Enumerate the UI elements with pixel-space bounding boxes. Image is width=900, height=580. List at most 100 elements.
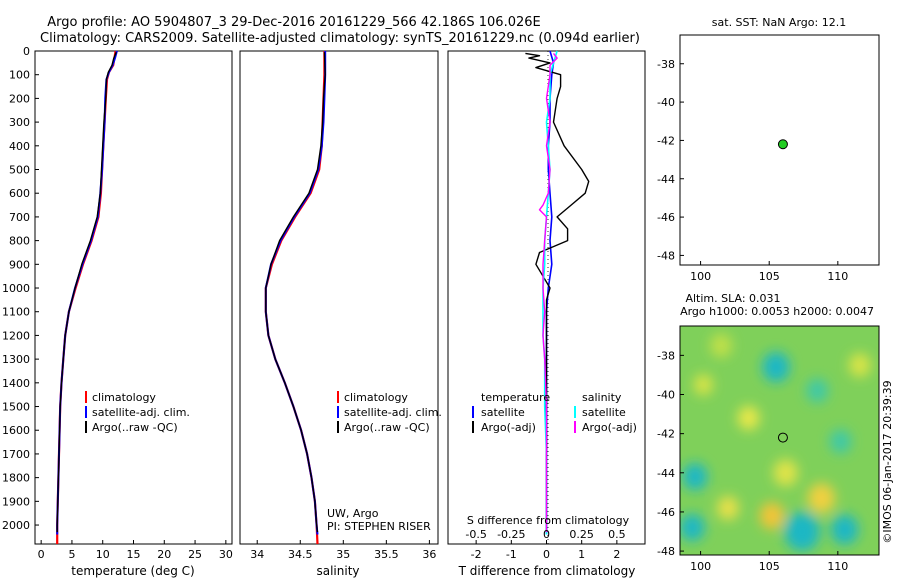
sla-anomaly-blob — [829, 429, 852, 454]
map-x-tick-label: 100 — [690, 560, 711, 573]
map-x-tick-label: 105 — [759, 270, 780, 283]
map-y-tick-label: -48 — [657, 249, 675, 262]
depth-tick-label: 1000 — [2, 282, 30, 295]
legend-title-temperature: temperature — [481, 391, 550, 404]
x-tick-label: 34.5 — [288, 548, 313, 561]
legend-label-t-argo: Argo(-adj) — [481, 421, 536, 434]
legend-label-s-argo: Argo(-adj) — [582, 421, 637, 434]
sla-anomaly-blob — [759, 502, 785, 530]
difference-panel: -2 -1 0 1 2 T difference from climatology S … — [447, 50, 646, 578]
s-tick-label: 0.25 — [569, 528, 594, 541]
map-x-tick-label: 100 — [690, 270, 711, 283]
x-tick-label: 2 — [613, 548, 620, 561]
sla-anomaly-blob — [773, 459, 799, 487]
map-y-tick-label: -48 — [657, 545, 675, 558]
map-y-tick-label: -46 — [657, 211, 675, 224]
sla-anomaly-blob — [737, 405, 760, 431]
map-y-tick-label: -42 — [657, 428, 675, 441]
s-tick-label: 0 — [543, 528, 550, 541]
pi-annotation-line1: UW, Argo — [327, 507, 379, 520]
sla-anomaly-blob — [762, 352, 790, 383]
x-tick-label: 35 — [336, 548, 350, 561]
depth-tick-label: 1400 — [2, 377, 30, 390]
figure-title-line2: Climatology: CARS2009. Satellite-adjuste… — [40, 31, 640, 46]
map-x-tick-label: 110 — [827, 560, 848, 573]
figure-title-line1: Argo profile: AO 5904807_3 29-Dec-2016 2… — [47, 15, 541, 30]
legend-label-climatology: climatology — [92, 391, 156, 404]
x-tick-label: 34 — [250, 548, 264, 561]
sla-anomaly-blob — [784, 511, 820, 552]
sst-map-panel: sat. SST: NaN Argo: 12.1 100 105 110 -38 -40… — [657, 16, 880, 283]
x-tick-label: -2 — [471, 548, 482, 561]
salinity-legend: climatology satellite-adj. clim. Argo(..… — [337, 391, 442, 434]
legend-label-satellite: satellite-adj. clim. — [344, 406, 442, 419]
legend-label-satellite: satellite-adj. clim. — [92, 406, 190, 419]
depth-tick-label: 400 — [9, 140, 30, 153]
depth-tick-label: 1300 — [2, 353, 30, 366]
imos-watermark: ©IMOS 06-Jan-2017 20:39:39 — [881, 380, 894, 543]
sla-map-title-line2: Argo h1000: 0.0053 h2000: 0.0047 — [680, 305, 874, 318]
sla-anomaly-blob — [693, 374, 713, 396]
salinity-plot-frame — [239, 50, 439, 545]
s-tick-label: 0.5 — [608, 528, 626, 541]
x-tick-label: 1 — [578, 548, 585, 561]
legend-label-t-satellite: satellite — [481, 406, 525, 419]
series-line-s-argo-adj — [538, 52, 558, 533]
sla-anomaly-blob — [830, 514, 859, 545]
depth-tick-label: 900 — [9, 258, 30, 271]
map-y-tick-label: -44 — [657, 467, 675, 480]
legend-label-argo: Argo(..raw -QC) — [344, 421, 430, 434]
depth-tick-label: 100 — [9, 69, 30, 82]
depth-tick-label: 1200 — [2, 329, 30, 342]
sla-map-title-line1: Altim. SLA: 0.031 — [685, 292, 780, 305]
depth-tick-label: 1500 — [2, 401, 30, 414]
x-tick-label: 35.5 — [374, 548, 399, 561]
sla-anomaly-blob — [806, 378, 829, 403]
x-tick-label: 36 — [422, 548, 436, 561]
depth-tick-label: 1600 — [2, 424, 30, 437]
temperature-panel: 0100200300400500600700800900100011001200… — [2, 45, 452, 578]
x-tick-label: 20 — [157, 548, 171, 561]
legend-label-s-satellite: satellite — [582, 406, 626, 419]
temperature-xlabel: temperature (deg C) — [71, 564, 194, 578]
s-tick-label: -0.5 — [465, 528, 486, 541]
map-y-tick-label: -38 — [657, 349, 675, 362]
map-y-tick-label: -46 — [657, 506, 675, 519]
series-line-argo-raw-qc — [265, 52, 326, 533]
depth-tick-label: 700 — [9, 211, 30, 224]
map-y-tick-label: -40 — [657, 389, 675, 402]
depth-tick-label: 800 — [9, 235, 30, 248]
difference-xlabel-top: S difference from climatology — [467, 514, 630, 527]
series-line-t-argo-adj — [525, 52, 590, 533]
legend-label-climatology: climatology — [344, 391, 408, 404]
depth-tick-label: 0 — [23, 45, 30, 58]
temperature-legend: climatology satellite-adj. clim. Argo(..… — [85, 391, 190, 434]
sst-map-frame — [679, 34, 880, 266]
x-tick-label: 10 — [96, 548, 110, 561]
sla-anomaly-blob — [717, 495, 740, 521]
depth-tick-label: 1100 — [2, 306, 30, 319]
depth-tick-label: 1900 — [2, 495, 30, 508]
x-tick-label: 15 — [127, 548, 141, 561]
salinity-xlabel: salinity — [316, 564, 359, 578]
depth-tick-label: 2000 — [2, 519, 30, 532]
sla-anomaly-blob — [680, 514, 705, 542]
depth-tick-label: 500 — [9, 164, 30, 177]
depth-tick-label: 1800 — [2, 472, 30, 485]
x-tick-label: -1 — [506, 548, 517, 561]
sla-map-panel: Altim. SLA: 0.031 Argo h1000: 0.0053 h20… — [657, 292, 880, 573]
s-tick-label: -0.25 — [497, 528, 525, 541]
map-y-tick-label: -44 — [657, 173, 675, 186]
sla-anomaly-blob — [710, 333, 733, 358]
series-line-argo-raw-qc — [56, 51, 117, 533]
sla-map-frame — [679, 325, 880, 556]
x-tick-label: 5 — [68, 548, 75, 561]
legend-title-salinity: salinity — [582, 391, 622, 404]
sla-anomaly-blob — [807, 483, 836, 514]
map-x-tick-label: 105 — [759, 560, 780, 573]
depth-tick-label: 1700 — [2, 448, 30, 461]
map-y-tick-label: -40 — [657, 96, 675, 109]
argo-location-marker — [777, 432, 788, 443]
depth-tick-label: 300 — [9, 116, 30, 129]
